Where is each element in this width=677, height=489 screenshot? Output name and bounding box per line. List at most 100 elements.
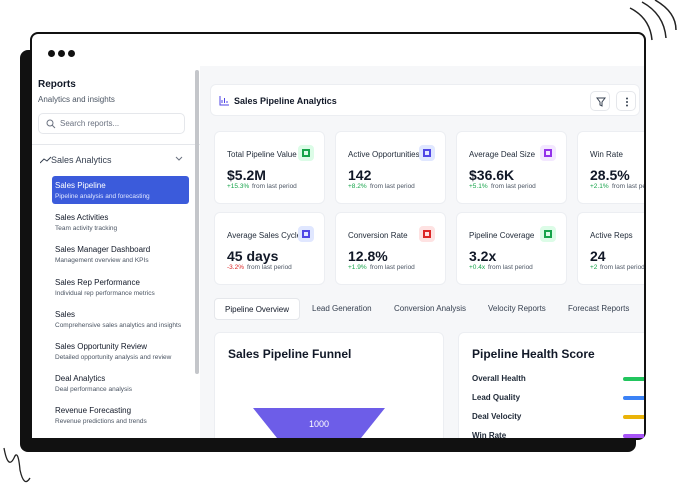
active-tab[interactable]: Pipeline Overview [214, 298, 301, 320]
kpi-card: Active Reps 24 +2 from last period [577, 212, 644, 285]
selected-item[interactable] [52, 176, 189, 204]
kpi-label: Active Opportunities [348, 150, 420, 159]
kpi-value: 3.2x [469, 248, 497, 264]
chevron[interactable] [175, 156, 183, 162]
kpi-label: Average Deal Size [469, 150, 536, 159]
sidebar-title: Reports [38, 79, 76, 90]
nav-item-description: Detailed opportunity analysis and review [55, 354, 172, 361]
funnel-stage-label: 1000 [309, 419, 329, 429]
kpi-change: +5.1% [469, 183, 488, 190]
kpi-change: +2.1% [590, 183, 609, 190]
health-bar [623, 396, 644, 400]
kpi-label: Average Sales Cycle [227, 231, 302, 240]
kpi-card: Win Rate 28.5%+2.1%from last period [577, 131, 644, 204]
search-icon [46, 119, 56, 129]
health-bar [623, 434, 644, 438]
nav-item-title[interactable]: Revenue Forecasting [55, 406, 132, 416]
kpi-icon [540, 145, 556, 161]
funnel-stage [253, 408, 385, 438]
kpi-note: from last period [247, 264, 292, 271]
kpi-label: Active Reps [590, 231, 633, 240]
kpi-card: Active Opportunities 142 +8.2% from last pe… [335, 131, 446, 204]
nav-item-title[interactable]: Sales Pipeline [55, 181, 106, 190]
kpi-icon [419, 145, 435, 161]
health-title: Pipeline Health Score [472, 347, 595, 361]
kpi-value: 28.5% [590, 167, 630, 183]
kpi-value: 12.8% [348, 248, 388, 264]
search-box[interactable]: Search reports... [38, 113, 185, 134]
header-card: Sales Pipeline Analytics [210, 84, 640, 116]
health-bar [623, 377, 644, 381]
kpi-icon [419, 226, 435, 242]
divider [32, 144, 200, 145]
kpi-change: +2 [590, 264, 598, 271]
nav-item-title[interactable]: Sales Opportunity Review [55, 342, 148, 351]
kpi-label: Win Rate [590, 150, 623, 159]
tab[interactable]: Stage Analysis [641, 298, 644, 320]
kpi-value: $5.2M [227, 167, 266, 183]
health-metric: Win Rate [472, 431, 507, 438]
sidebar: Reports Analytics and insights Search re… [32, 66, 200, 438]
nav-item-title[interactable]: Deal Analytics [55, 374, 106, 384]
tab[interactable]: Velocity Reports [488, 304, 546, 313]
kpi-change: +15.3% [227, 183, 250, 190]
nav-item-title[interactable]: Sales Manager Dashboard [55, 245, 151, 255]
kpi-label: Pipeline Coverage [469, 231, 535, 240]
kpi-note: from last period [491, 183, 536, 190]
nav-item-description: Individual rep performance metrics [55, 289, 155, 297]
nav-item-description: Pipeline analysis and forecasting [55, 193, 150, 200]
kpi-note: from last period [252, 183, 297, 190]
kpi-note: from last period [612, 183, 644, 190]
health-metric: Lead Quality [472, 393, 521, 402]
kpi-note: from last period [488, 264, 533, 271]
nav-item-description: Team activity tracking [55, 225, 118, 233]
nav-item-title[interactable]: Sales Activities [55, 213, 109, 223]
kpi-change: +8.2% [348, 183, 367, 190]
header-icon [219, 96, 229, 106]
nav-item-title[interactable]: Sales [55, 309, 76, 319]
kpi-icon [298, 226, 314, 242]
tab[interactable]: Lead Generation [312, 304, 372, 313]
kpi-card: Total Pipeline Value $5.2M +15.3% from last… [214, 131, 325, 204]
kpi-value: 45 days [227, 248, 279, 264]
tab[interactable]: Forecast Reports [568, 304, 630, 313]
kpi-icon [540, 226, 556, 242]
kpi-value: 24 [590, 248, 606, 264]
kpi-card: Average Sales Cycle 45 days -3.2% from last… [214, 212, 325, 285]
section-icon [40, 156, 52, 164]
kpi-note: from last period [370, 264, 415, 271]
nav-item-description: Deal performance analysis [55, 386, 132, 394]
kpi-icon [298, 145, 314, 161]
main-area: Sales Pipeline Analytics Pipeline Overvi… [200, 66, 644, 438]
kpi-label: Conversion Rate [348, 231, 408, 240]
kpi-card: Pipeline Coverage 3.2x +0.4x from last peri… [456, 212, 567, 285]
tab[interactable]: Conversion Analysis [394, 304, 467, 313]
kpi-value: 142 [348, 167, 372, 183]
kpi-change: -3.2% [227, 264, 244, 271]
nav-item-title[interactable]: Sales Rep Performance [55, 277, 140, 287]
health-metric: Overall Health [472, 374, 526, 383]
section-title[interactable]: Sales Analytics [51, 155, 112, 165]
filter-button[interactable] [590, 91, 610, 111]
more-button[interactable] [616, 91, 636, 111]
nav-item-description: Management overview and KPIs [55, 257, 149, 265]
funnel-panel: Sales Pipeline Funnel 1000 600 [214, 332, 444, 438]
health-panel: Pipeline Health Score Overall Health Lead… [458, 332, 644, 438]
scrollbar[interactable] [195, 70, 199, 374]
kpi-change: +1.9% [348, 264, 367, 271]
kpi-card: Average Deal Size $36.6K +5.1% from last pe… [456, 131, 567, 204]
kpi-note: from last period [600, 264, 644, 271]
kpi-label: Total Pipeline Value [227, 150, 297, 159]
nav-item-description: Comprehensive sales analytics and insigh… [55, 321, 182, 329]
health-metric: Deal Velocity [472, 412, 522, 421]
kpi-note: from last period [370, 183, 415, 190]
kpi-value: $36.6K [469, 167, 515, 183]
kpi-change: +0.4x [469, 264, 486, 271]
header-title: Sales Pipeline Analytics [234, 96, 337, 106]
tab-bar: Pipeline Overview Lead Generation Conversi… [214, 298, 644, 320]
sidebar-subtitle: Analytics and insights [38, 95, 115, 104]
window-dots [48, 50, 55, 57]
